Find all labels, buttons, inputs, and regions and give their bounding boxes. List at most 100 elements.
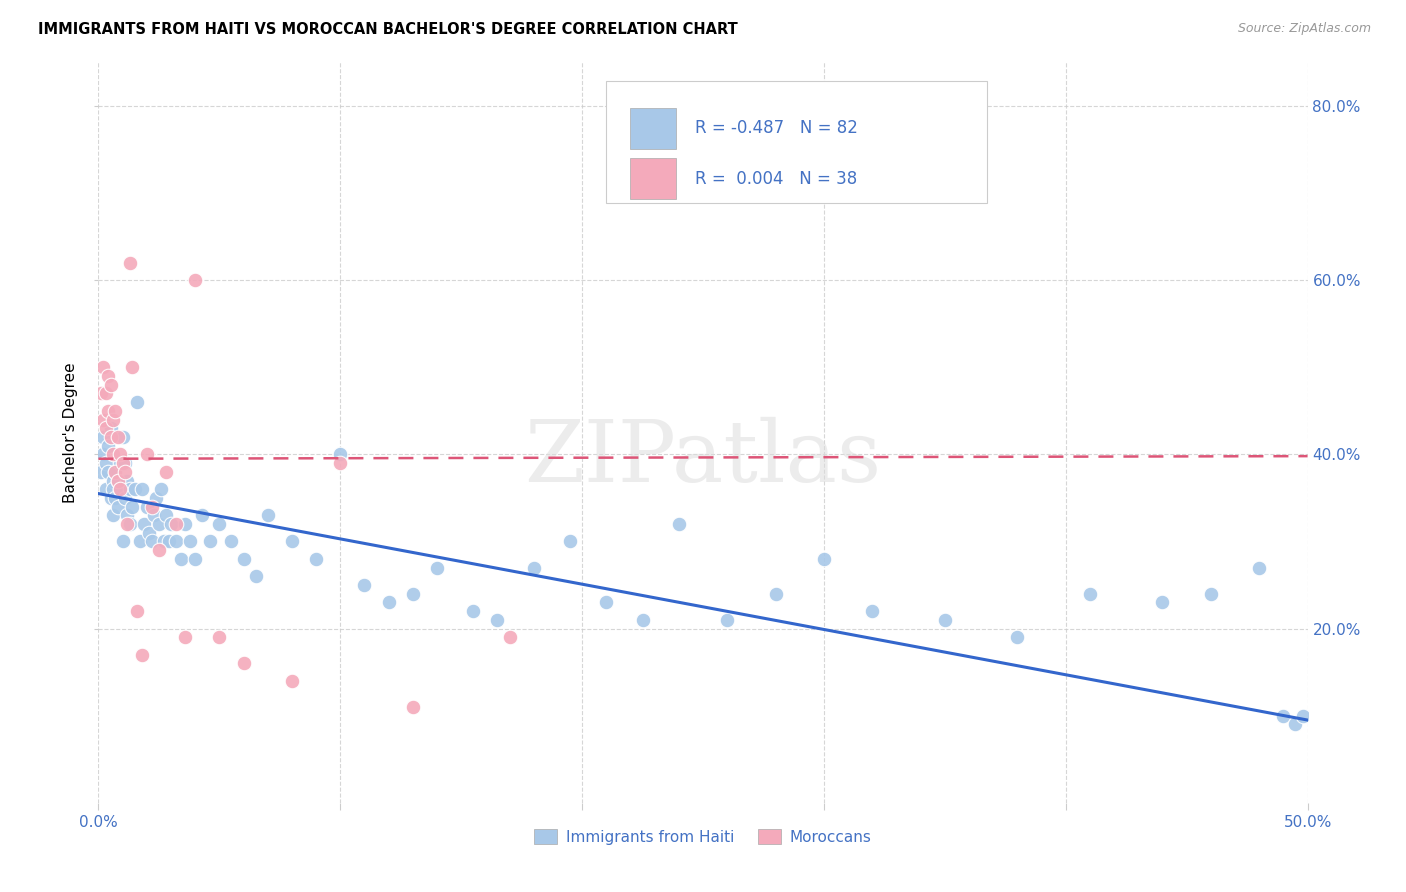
Point [117, 517, 139, 532]
Point [107, 430, 129, 444]
Point [127, 604, 149, 618]
Point [101, 482, 124, 496]
Point [134, 517, 156, 532]
Point [232, 552, 254, 566]
Point [111, 534, 134, 549]
Point [1284, 717, 1306, 731]
Point [101, 412, 124, 426]
Point [631, 613, 654, 627]
Point [329, 447, 352, 461]
Point [232, 657, 254, 671]
Point [118, 517, 141, 532]
Point [208, 517, 231, 532]
Point [179, 534, 201, 549]
Point [668, 90, 690, 104]
Point [184, 273, 207, 287]
Point [305, 552, 328, 566]
Point [198, 534, 221, 549]
Point [94, 421, 117, 435]
Point [860, 604, 883, 618]
Text: R = -0.487   N = 82: R = -0.487 N = 82 [695, 120, 858, 137]
Y-axis label: Bachelor's Degree: Bachelor's Degree [63, 362, 79, 503]
Point [377, 595, 399, 609]
Point [1007, 630, 1029, 644]
Point [101, 447, 124, 461]
Point [121, 500, 143, 514]
Text: ZIPatlas: ZIPatlas [524, 417, 882, 500]
Point [353, 578, 375, 592]
Point [934, 613, 956, 627]
Point [1292, 708, 1315, 723]
Point [141, 500, 163, 514]
Point [1152, 595, 1174, 609]
Text: IMMIGRANTS FROM HAITI VS MOROCCAN BACHELOR'S DEGREE CORRELATION CHART: IMMIGRANTS FROM HAITI VS MOROCCAN BACHEL… [38, 22, 738, 37]
Point [765, 587, 787, 601]
Point [595, 595, 617, 609]
Point [108, 482, 131, 496]
Point [97, 404, 120, 418]
Point [155, 508, 177, 523]
Point [114, 465, 136, 479]
FancyBboxPatch shape [606, 81, 987, 203]
Point [152, 534, 174, 549]
Point [143, 508, 166, 523]
FancyBboxPatch shape [630, 159, 676, 199]
FancyBboxPatch shape [630, 108, 676, 149]
Point [155, 465, 177, 479]
Point [104, 465, 127, 479]
Point [131, 482, 153, 496]
Point [118, 256, 141, 270]
Point [160, 517, 183, 532]
Point [100, 421, 122, 435]
Point [117, 508, 139, 523]
Point [94, 482, 117, 496]
Point [117, 474, 139, 488]
Point [148, 517, 170, 532]
Point [94, 456, 117, 470]
Point [1249, 560, 1271, 574]
Point [101, 508, 124, 523]
Point [169, 552, 191, 566]
Point [221, 534, 243, 549]
Point [174, 517, 197, 532]
Point [108, 482, 131, 496]
Point [111, 430, 134, 444]
Point [104, 404, 127, 418]
Point [184, 552, 207, 566]
Point [107, 500, 129, 514]
Text: R =  0.004   N = 38: R = 0.004 N = 38 [695, 169, 856, 187]
Point [121, 360, 143, 375]
Point [463, 604, 485, 618]
Point [114, 456, 136, 470]
Point [523, 560, 546, 574]
Point [402, 700, 425, 714]
Point [100, 430, 122, 444]
Point [145, 491, 167, 505]
Point [111, 456, 134, 470]
Text: Source: ZipAtlas.com: Source: ZipAtlas.com [1237, 22, 1371, 36]
Point [256, 508, 278, 523]
Point [281, 673, 304, 688]
Point [108, 447, 131, 461]
Point [100, 491, 122, 505]
Point [97, 369, 120, 384]
Point [668, 517, 690, 532]
Legend: Immigrants from Haiti, Moroccans: Immigrants from Haiti, Moroccans [529, 822, 877, 851]
Point [91, 447, 114, 461]
Point [90, 465, 112, 479]
Point [191, 508, 214, 523]
Point [558, 534, 581, 549]
Point [165, 534, 187, 549]
Point [141, 534, 163, 549]
Point [131, 648, 153, 662]
Point [165, 517, 187, 532]
Point [104, 491, 127, 505]
Point [91, 412, 114, 426]
Point [138, 525, 160, 540]
Point [174, 630, 197, 644]
Point [813, 552, 835, 566]
Point [1272, 708, 1295, 723]
Point [101, 474, 124, 488]
Point [100, 377, 122, 392]
Point [97, 439, 120, 453]
